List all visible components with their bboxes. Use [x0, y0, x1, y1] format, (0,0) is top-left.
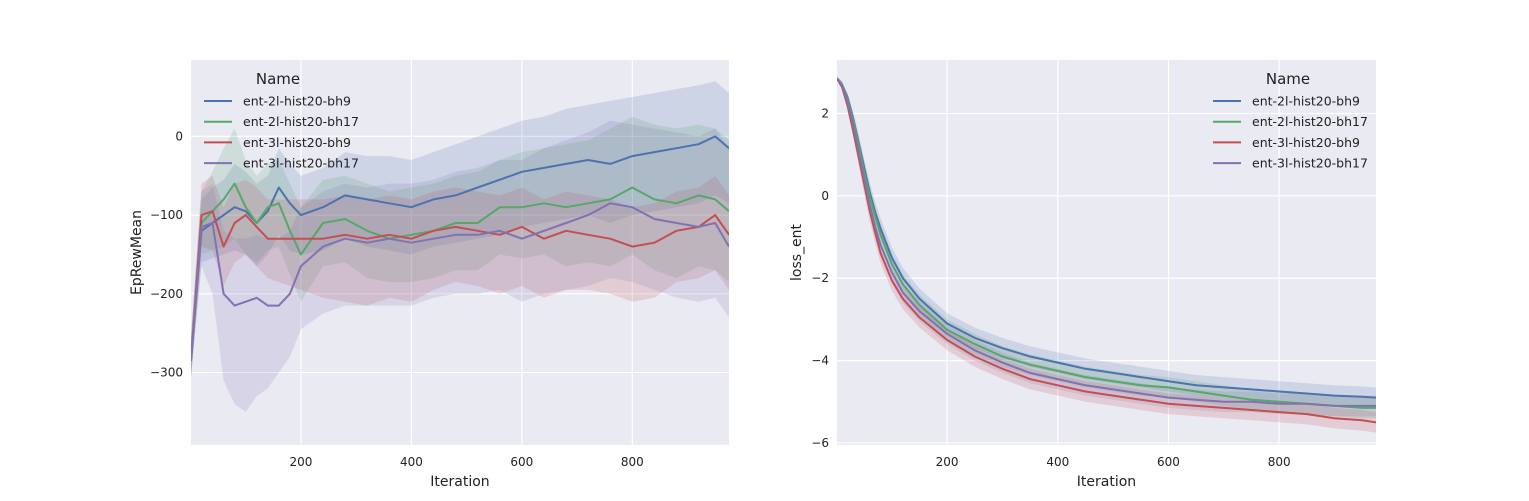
series-band-ent-3l-hist20-bh17 [191, 120, 729, 412]
series-band-ent-3l-hist20-bh9 [191, 175, 729, 377]
x-tick-label: 400 [400, 455, 423, 469]
legend-label: ent-2l-hist20-bh9 [243, 94, 351, 109]
y-tick-label: 2 [821, 107, 829, 121]
series-band-ent-2l-hist20-bh9 [191, 81, 729, 377]
legend: Name ent-2l-hist20-bh9 ent-2l-hist20-bh17 e… [1213, 70, 1368, 171]
legend-label: ent-2l-hist20-bh17 [1252, 114, 1368, 129]
x-tick-label: 200 [936, 455, 959, 469]
y-tick-label: −100 [150, 208, 183, 222]
legend-title: Name [1266, 70, 1310, 88]
series-line-ent-2l-hist20-bh17 [837, 77, 1376, 409]
y-tick-label: −2 [811, 271, 829, 285]
x-tick-label: 400 [1046, 455, 1069, 469]
y-tick-label: 0 [175, 129, 183, 143]
x-tick-label: 800 [1268, 455, 1291, 469]
x-tick-label: 200 [289, 455, 312, 469]
chart-loss-ent: 200 400 600 800 −6 −4 −2 0 2 Iteration loss_ent Nam… [789, 60, 1376, 490]
legend-label: ent-3l-hist20-bh17 [1252, 156, 1368, 171]
legend-label: ent-2l-hist20-bh17 [243, 114, 359, 129]
series-line-ent-3l-hist20-bh17 [191, 202, 729, 361]
x-tick-label: 600 [510, 455, 533, 469]
legend-title: Name [256, 70, 300, 88]
y-tick-label: −200 [150, 287, 183, 301]
y-tick-label: −300 [150, 366, 183, 380]
y-axis-label: loss_ent [789, 223, 805, 281]
x-axis-label: Iteration [430, 474, 489, 490]
series-line-ent-3l-hist20-bh9 [837, 77, 1376, 424]
series-layer [191, 81, 729, 412]
legend-label: ent-3l-hist20-bh9 [243, 135, 351, 150]
series-band-ent-2l-hist20-bh17 [191, 116, 729, 377]
y-tick-label: −4 [811, 354, 829, 368]
y-tick-label: 0 [821, 189, 829, 203]
chart-eprewmean: 200 400 600 800 −300 −200 −100 0 Iteration EpRewM… [129, 60, 729, 490]
series-band-ent-2l-hist20-bh17 [837, 76, 1376, 419]
legend-label: ent-3l-hist20-bh17 [243, 156, 359, 171]
x-axis-label: Iteration [1077, 474, 1136, 490]
y-tick-label: −6 [811, 436, 829, 450]
x-tick-label: 600 [1157, 455, 1180, 469]
legend: Name ent-2l-hist20-bh9 ent-2l-hist20-bh17 e… [204, 70, 359, 171]
series-layer [837, 76, 1376, 433]
y-axis-label: EpRewMean [129, 210, 145, 295]
series-line-ent-2l-hist20-bh17 [191, 182, 729, 361]
x-tick-label: 800 [621, 455, 644, 469]
series-line-ent-3l-hist20-bh9 [191, 210, 729, 361]
legend-label: ent-3l-hist20-bh9 [1252, 135, 1360, 150]
legend-label: ent-2l-hist20-bh9 [1252, 94, 1360, 109]
series-line-ent-3l-hist20-bh17 [837, 77, 1376, 407]
series-line-ent-2l-hist20-bh9 [191, 135, 729, 361]
plot-area [191, 60, 729, 445]
